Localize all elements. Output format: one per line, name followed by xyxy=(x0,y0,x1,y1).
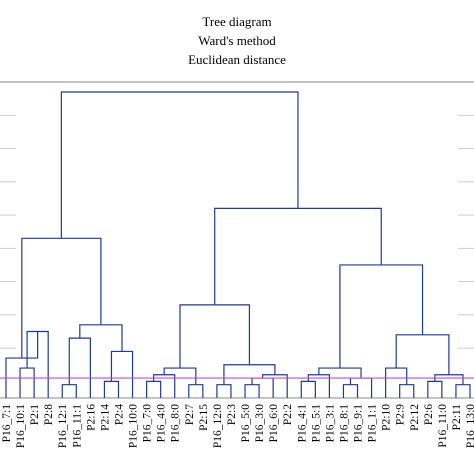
dendrogram-branches xyxy=(5,91,471,398)
leaf-label-15: P16_12:0 xyxy=(212,404,224,448)
leaf-label-19: P16_6:0 xyxy=(268,404,280,443)
leaf-label-0: P16_7:1 xyxy=(1,404,13,443)
branch-c1 xyxy=(19,367,35,398)
branch-c33 xyxy=(60,91,299,239)
leaf-labels: P16_7:1 P16_10:1 P2:1 P2:8 P16_12:1 P16_11:1 P… xyxy=(1,404,474,448)
leaf-label-26: P16_1:1 xyxy=(367,404,379,443)
leaf-label-12: P16_8:0 xyxy=(170,404,182,443)
leaf-label-4: P16_12:1 xyxy=(57,404,69,448)
branch-c28 xyxy=(455,384,471,398)
branch-c16 xyxy=(251,377,274,398)
branch-c27 xyxy=(427,380,443,398)
leaf-label-14: P2:15 xyxy=(198,404,210,431)
branch-c17 xyxy=(262,374,288,398)
leaf-label-31: P16_11:0 xyxy=(437,404,449,448)
leaf-label-11: P16_4:0 xyxy=(156,404,168,443)
chart-title-line-2: Ward's method xyxy=(198,33,276,48)
leaf-label-27: P2:10 xyxy=(381,404,393,431)
leaf-label-1: P16_10:1 xyxy=(15,404,27,448)
branch-c13 xyxy=(163,367,197,385)
branch-c24 xyxy=(318,367,362,379)
grid-lines xyxy=(0,114,474,349)
branch-c15 xyxy=(244,384,260,398)
branch-c7 xyxy=(110,350,134,398)
branch-c23 xyxy=(349,377,373,398)
leaf-label-22: P16_5:1 xyxy=(310,404,322,443)
branch-c31 xyxy=(339,264,424,369)
branch-c29 xyxy=(434,374,464,385)
leaf-label-2: P2:1 xyxy=(29,404,41,425)
branch-c5 xyxy=(68,337,91,398)
branch-c26 xyxy=(385,367,408,398)
branch-c6 xyxy=(103,380,120,398)
branch-c19 xyxy=(179,304,251,369)
leaf-label-20: P2:2 xyxy=(282,404,294,425)
branch-c12 xyxy=(188,384,204,398)
chart-title-line-1: Tree diagram xyxy=(202,14,271,29)
branch-c20 xyxy=(300,380,316,398)
leaf-label-28: P2:9 xyxy=(395,404,407,425)
leaf-label-25: P16_9:1 xyxy=(353,404,365,443)
plot-frame xyxy=(0,81,474,399)
leaf-label-32: P2:11 xyxy=(451,404,463,431)
leaf-label-8: P2:4 xyxy=(113,404,125,425)
chart-title-line-3: Euclidean distance xyxy=(188,52,286,67)
branch-c14 xyxy=(216,384,232,398)
leaf-label-13: P2:7 xyxy=(184,404,196,425)
leaf-label-24: P16_8:1 xyxy=(338,404,350,443)
leaf-label-10: P16_7:0 xyxy=(142,404,154,443)
leaf-label-33: P16_13:0 xyxy=(465,404,474,448)
leaf-label-18: P16_3:0 xyxy=(254,404,266,443)
leaf-label-6: P2:16 xyxy=(85,404,97,431)
branch-c4 xyxy=(61,384,77,398)
leaf-label-30: P2:6 xyxy=(423,404,435,425)
leaf-label-3: P2:8 xyxy=(43,404,55,425)
leaf-label-16: P2:3 xyxy=(226,404,238,425)
leaf-label-9: P16_10:0 xyxy=(128,404,140,448)
branch-c18 xyxy=(223,364,276,385)
branch-c32 xyxy=(214,207,382,305)
leaf-label-29: P2:12 xyxy=(409,404,421,431)
leaf-label-5: P16_11:1 xyxy=(71,404,83,448)
leaf-label-17: P16_5:0 xyxy=(240,404,252,443)
leaf-label-21: P16_4:1 xyxy=(296,404,308,443)
leaf-label-23: P16_3:1 xyxy=(324,404,336,443)
branch-c25 xyxy=(399,384,415,398)
leaf-label-7: P2:14 xyxy=(99,404,111,431)
branch-c22 xyxy=(342,384,359,398)
branch-c9 xyxy=(21,237,102,359)
branch-c30 xyxy=(395,334,450,375)
branch-c10 xyxy=(146,380,162,398)
